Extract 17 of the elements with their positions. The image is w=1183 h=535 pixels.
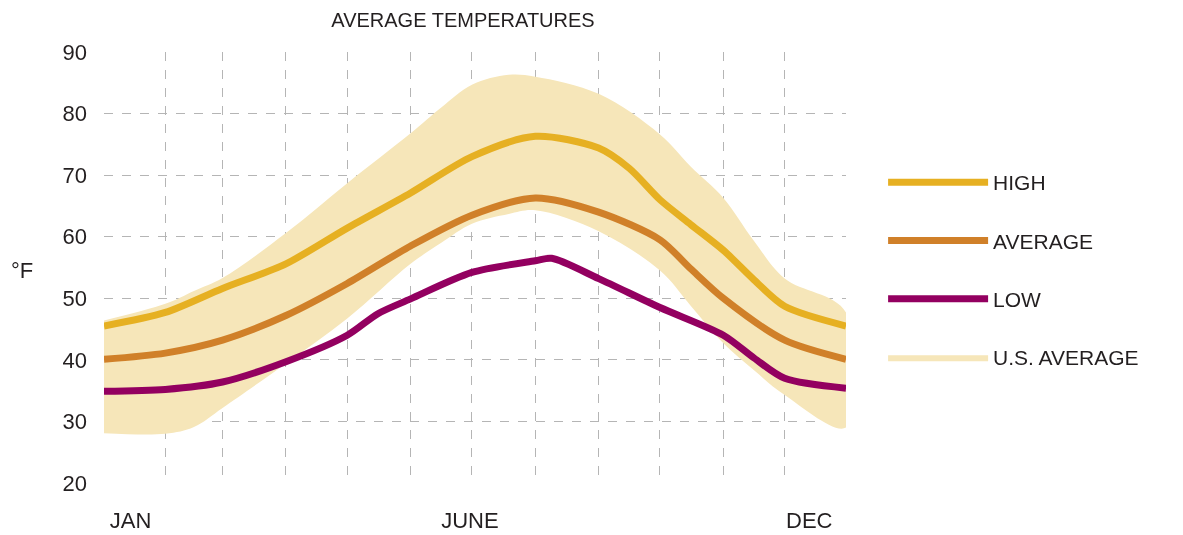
legend-label: AVERAGE xyxy=(993,229,1094,253)
y-tick-label: 50 xyxy=(62,285,87,311)
x-tick-label: JUNE xyxy=(441,508,499,533)
y-tick-label: 90 xyxy=(62,39,87,65)
y-axis-title: °F xyxy=(11,258,34,283)
y-tick-label: 60 xyxy=(62,224,87,250)
y-tick-label: 30 xyxy=(62,409,87,435)
legend-label: HIGH xyxy=(993,171,1046,195)
y-tick-label: 20 xyxy=(62,470,87,496)
chart-title: AVERAGE TEMPERATURES xyxy=(331,9,595,31)
legend-label: U.S. AVERAGE xyxy=(993,346,1139,370)
y-tick-label: 70 xyxy=(62,162,87,188)
legend-label: LOW xyxy=(993,288,1042,312)
x-tick-label: JAN xyxy=(109,508,152,533)
x-tick-label: DEC xyxy=(785,508,833,533)
y-tick-label: 40 xyxy=(62,347,87,373)
y-tick-label: 80 xyxy=(62,101,87,127)
